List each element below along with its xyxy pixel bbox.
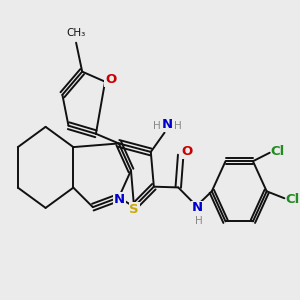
Text: O: O bbox=[105, 73, 116, 86]
Text: H: H bbox=[153, 121, 161, 131]
Text: H: H bbox=[195, 216, 203, 226]
Text: Cl: Cl bbox=[271, 145, 285, 158]
Text: N: N bbox=[114, 193, 125, 206]
Text: S: S bbox=[129, 202, 139, 216]
Text: CH₃: CH₃ bbox=[67, 28, 86, 38]
Text: H: H bbox=[174, 121, 182, 131]
Text: N: N bbox=[192, 201, 203, 214]
Text: O: O bbox=[182, 146, 193, 158]
Text: N: N bbox=[162, 118, 173, 131]
Text: Cl: Cl bbox=[285, 193, 299, 206]
